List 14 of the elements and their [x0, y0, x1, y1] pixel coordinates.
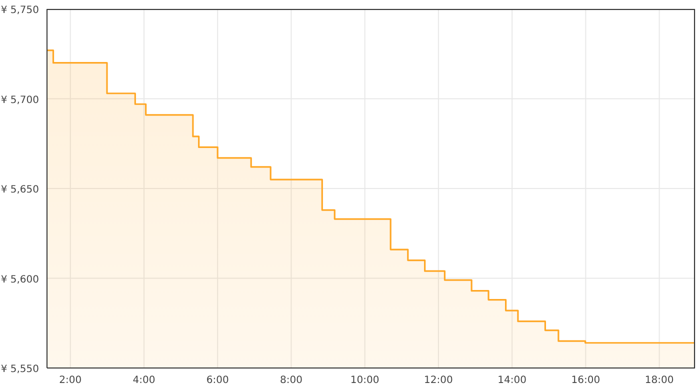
y-tick-label: ¥ 5,650: [0, 184, 39, 196]
x-tick-label: 6:00: [206, 375, 229, 385]
x-tick-label: 14:00: [498, 375, 526, 385]
y-tick-label: ¥ 5,600: [0, 274, 39, 286]
x-tick-label: 16:00: [571, 375, 600, 385]
y-tick-label: ¥ 5,550: [0, 364, 39, 375]
x-tick-label: 12:00: [424, 375, 453, 385]
y-tick-label: ¥ 5,700: [0, 94, 39, 106]
x-tick-label: 10:00: [350, 375, 380, 385]
x-tick-label: 8:00: [280, 375, 302, 385]
x-tick-label: 4:00: [132, 375, 156, 385]
y-tick-label: ¥ 5,750: [0, 5, 39, 16]
x-tick-label: 2:00: [59, 375, 82, 385]
x-tick-label: 18:00: [644, 375, 674, 385]
